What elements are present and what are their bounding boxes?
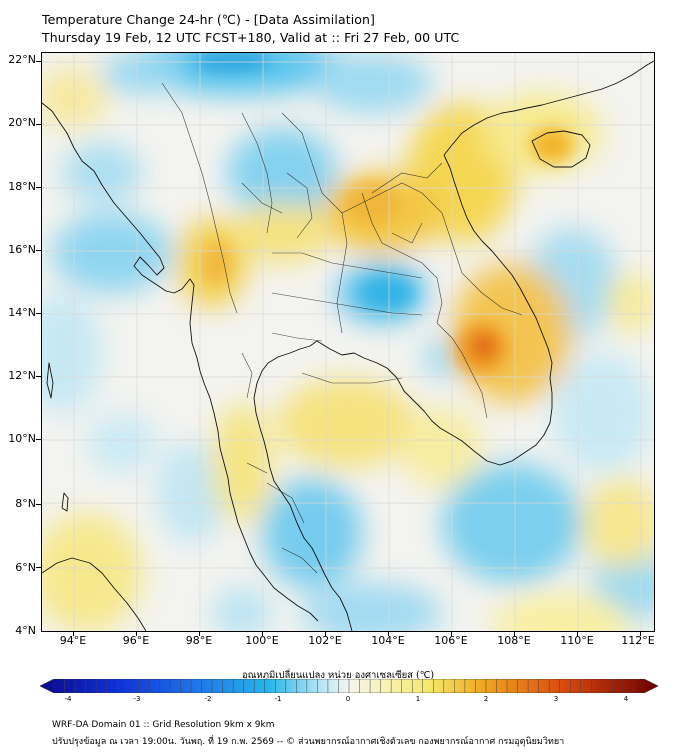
lon-label-112e: 112°E bbox=[621, 634, 655, 647]
lat-tick bbox=[36, 439, 41, 440]
colorbar-label: -3 bbox=[133, 695, 141, 703]
lat-label-18n: 18°N bbox=[8, 180, 36, 193]
lat-label-16n: 16°N bbox=[8, 243, 36, 256]
lat-tick bbox=[36, 504, 41, 505]
lon-tick bbox=[640, 632, 641, 636]
colorbar-title: อุณหภูมิเปลี่ยนแปลง หน่วย องศาเซลเซียส (… bbox=[241, 670, 435, 681]
lat-label-20n: 20°N bbox=[8, 116, 36, 129]
lat-label-12n: 12°N bbox=[8, 369, 36, 382]
lon-label-94e: 94°E bbox=[59, 634, 87, 647]
admin-borders bbox=[161, 82, 523, 574]
colorbar-ticks bbox=[64, 679, 634, 693]
coastlines bbox=[42, 60, 654, 631]
lon-tick bbox=[136, 632, 137, 636]
graticule bbox=[42, 53, 654, 631]
map-canvas bbox=[42, 53, 654, 631]
lat-label-14n: 14°N bbox=[8, 306, 36, 319]
lon-tick bbox=[388, 632, 389, 636]
lon-tick bbox=[73, 632, 74, 636]
lat-tick bbox=[36, 376, 41, 377]
lat-tick bbox=[36, 313, 41, 314]
lon-label-106e: 106°E bbox=[434, 634, 468, 647]
footer-model-info: WRF-DA Domain 01 :: Grid Resolution 9km … bbox=[52, 720, 275, 730]
lat-tick bbox=[36, 124, 41, 125]
lon-tick bbox=[199, 632, 200, 636]
lon-tick bbox=[451, 632, 452, 636]
colorbar-label: -1 bbox=[274, 695, 282, 703]
lat-label-6n: 6°N bbox=[15, 561, 36, 574]
lon-label-100e: 100°E bbox=[245, 634, 279, 647]
lon-label-108e: 108°E bbox=[497, 634, 531, 647]
map-subtitle: Thursday 19 Feb, 12 UTC FCST+180, Valid … bbox=[42, 30, 460, 45]
lat-label-10n: 10°N bbox=[8, 432, 36, 445]
lat-label-4n: 4°N bbox=[15, 624, 36, 637]
lon-tick bbox=[325, 632, 326, 636]
lat-tick bbox=[36, 187, 41, 188]
lon-label-96e: 96°E bbox=[122, 634, 150, 647]
lon-tick bbox=[262, 632, 263, 636]
temperature-hotspots bbox=[192, 53, 574, 374]
map-title: Temperature Change 24-hr (℃) - [Data Ass… bbox=[42, 12, 376, 27]
colorbar-label: 1 bbox=[415, 695, 421, 703]
colorbar-label: -4 bbox=[64, 695, 72, 703]
lon-tick bbox=[577, 632, 578, 636]
lat-label-22n: 22°N bbox=[8, 53, 36, 66]
colorbar-label: 0 bbox=[345, 695, 351, 703]
lat-tick bbox=[36, 61, 41, 62]
lon-label-104e: 104°E bbox=[371, 634, 405, 647]
colorbar-label: 3 bbox=[553, 695, 559, 703]
colorbar bbox=[40, 679, 658, 693]
lon-label-102e: 102°E bbox=[308, 634, 342, 647]
lat-label-8n: 8°N bbox=[15, 497, 36, 510]
lat-tick bbox=[36, 567, 41, 568]
colorbar-label: 4 bbox=[623, 695, 629, 703]
colorbar-label: 2 bbox=[483, 695, 489, 703]
temperature-change-map[interactable] bbox=[41, 52, 655, 632]
footer-credit: ปรับปรุงข้อมูล ณ เวลา 19:00น. วันพฤ. ที่… bbox=[52, 737, 565, 747]
lat-tick bbox=[36, 250, 41, 251]
lon-label-110e: 110°E bbox=[560, 634, 594, 647]
lon-label-98e: 98°E bbox=[185, 634, 213, 647]
lon-tick bbox=[514, 632, 515, 636]
colorbar-label: -2 bbox=[204, 695, 212, 703]
